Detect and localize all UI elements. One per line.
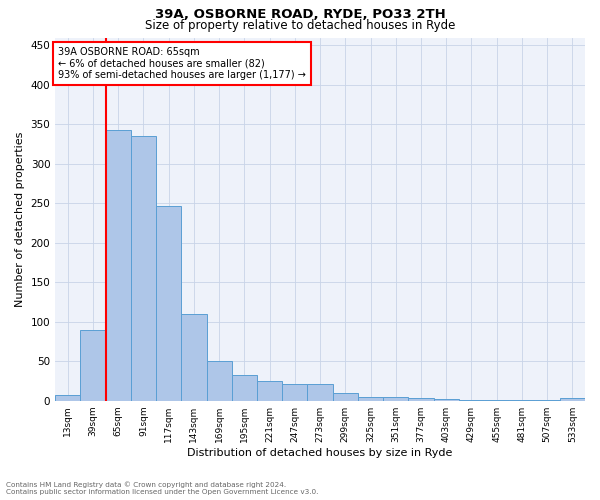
- Bar: [383, 397, 409, 400]
- Text: Contains public sector information licensed under the Open Government Licence v3: Contains public sector information licen…: [6, 489, 319, 495]
- Bar: [156, 206, 181, 400]
- Bar: [206, 361, 232, 401]
- Bar: [434, 399, 459, 400]
- Text: 39A OSBORNE ROAD: 65sqm
← 6% of detached houses are smaller (82)
93% of semi-det: 39A OSBORNE ROAD: 65sqm ← 6% of detached…: [58, 46, 305, 80]
- Bar: [409, 398, 434, 400]
- Text: Size of property relative to detached houses in Ryde: Size of property relative to detached ho…: [145, 19, 455, 32]
- Bar: [232, 374, 257, 400]
- Bar: [131, 136, 156, 400]
- Bar: [560, 398, 585, 400]
- X-axis label: Distribution of detached houses by size in Ryde: Distribution of detached houses by size …: [187, 448, 453, 458]
- Bar: [80, 330, 106, 400]
- Bar: [181, 314, 206, 400]
- Bar: [106, 130, 131, 400]
- Text: Contains HM Land Registry data © Crown copyright and database right 2024.: Contains HM Land Registry data © Crown c…: [6, 481, 286, 488]
- Text: 39A, OSBORNE ROAD, RYDE, PO33 2TH: 39A, OSBORNE ROAD, RYDE, PO33 2TH: [155, 8, 445, 20]
- Y-axis label: Number of detached properties: Number of detached properties: [15, 132, 25, 307]
- Bar: [282, 384, 307, 400]
- Bar: [55, 395, 80, 400]
- Bar: [257, 381, 282, 400]
- Bar: [332, 393, 358, 400]
- Bar: [307, 384, 332, 400]
- Bar: [358, 397, 383, 400]
